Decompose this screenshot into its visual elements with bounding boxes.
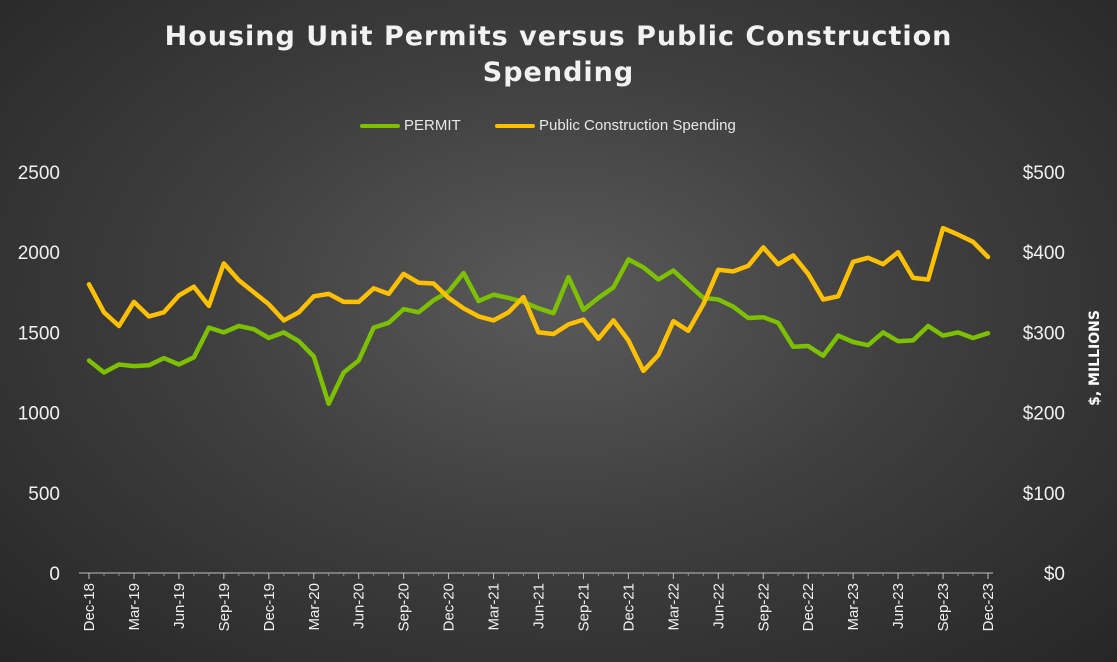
legend-item-permit: PERMIT [360,117,461,134]
legend-label-spending: Public Construction Spending [539,117,736,134]
x-tick-label: Sep-22 [755,583,772,631]
right-tick-label: $400 [1023,243,1065,264]
x-tick-label: Mar-23 [845,583,862,631]
chart-title-line-2: Spending [482,57,635,88]
x-tick-label: Mar-21 [486,583,503,631]
right-tick-label: $500 [1023,163,1065,184]
x-tick-label: Jun-20 [351,583,368,629]
left-tick-label: 1500 [18,323,60,344]
x-tick-label: Jun-21 [531,583,548,629]
right-tick-label: $0 [1044,564,1065,585]
x-tick-label: Dec-18 [81,583,98,631]
right-tick-label: $200 [1023,404,1065,425]
x-tick-label: Sep-21 [575,583,592,631]
legend: PERMIT Public Construction Spending [0,117,1117,141]
x-tick-label: Dec-21 [620,583,637,631]
legend-label-permit: PERMIT [404,117,461,134]
x-tick-label: Jun-22 [710,583,727,629]
x-tick-label: Dec-19 [261,583,278,631]
x-tick-label: Mar-19 [126,583,143,631]
x-tick-label: Jun-19 [171,583,188,629]
x-tick-label: Mar-20 [306,583,323,631]
legend-swatch-spending [495,123,535,128]
legend-item-spending: Public Construction Spending [495,117,736,134]
series-line-public-construction-spending [86,225,991,374]
right-tick-label: $100 [1023,484,1065,505]
left-tick-label: 2500 [18,163,60,184]
x-tick-label: Sep-20 [396,583,413,631]
x-tick-label: Dec-20 [441,583,458,631]
left-tick-label: 2000 [18,243,60,264]
chart-title-line-1: Housing Unit Permits versus Public Const… [164,21,953,52]
x-tick-label: Sep-23 [935,583,952,631]
x-tick-label: Sep-19 [216,583,233,631]
left-tick-label: 0 [49,564,60,585]
left-tick-label: 1000 [18,404,60,425]
x-tick-label: Jun-23 [890,583,907,629]
left-tick-label: 500 [28,484,60,505]
x-tick-label: Mar-22 [665,583,682,631]
legend-swatch-permit [360,123,400,128]
x-tick-label: Dec-23 [980,583,997,631]
x-tick-label: Dec-22 [800,583,817,631]
chart-title: Housing Unit Permits versus Public Const… [0,19,1117,91]
series-line-permit [86,257,991,407]
right-tick-label: $300 [1023,323,1065,344]
